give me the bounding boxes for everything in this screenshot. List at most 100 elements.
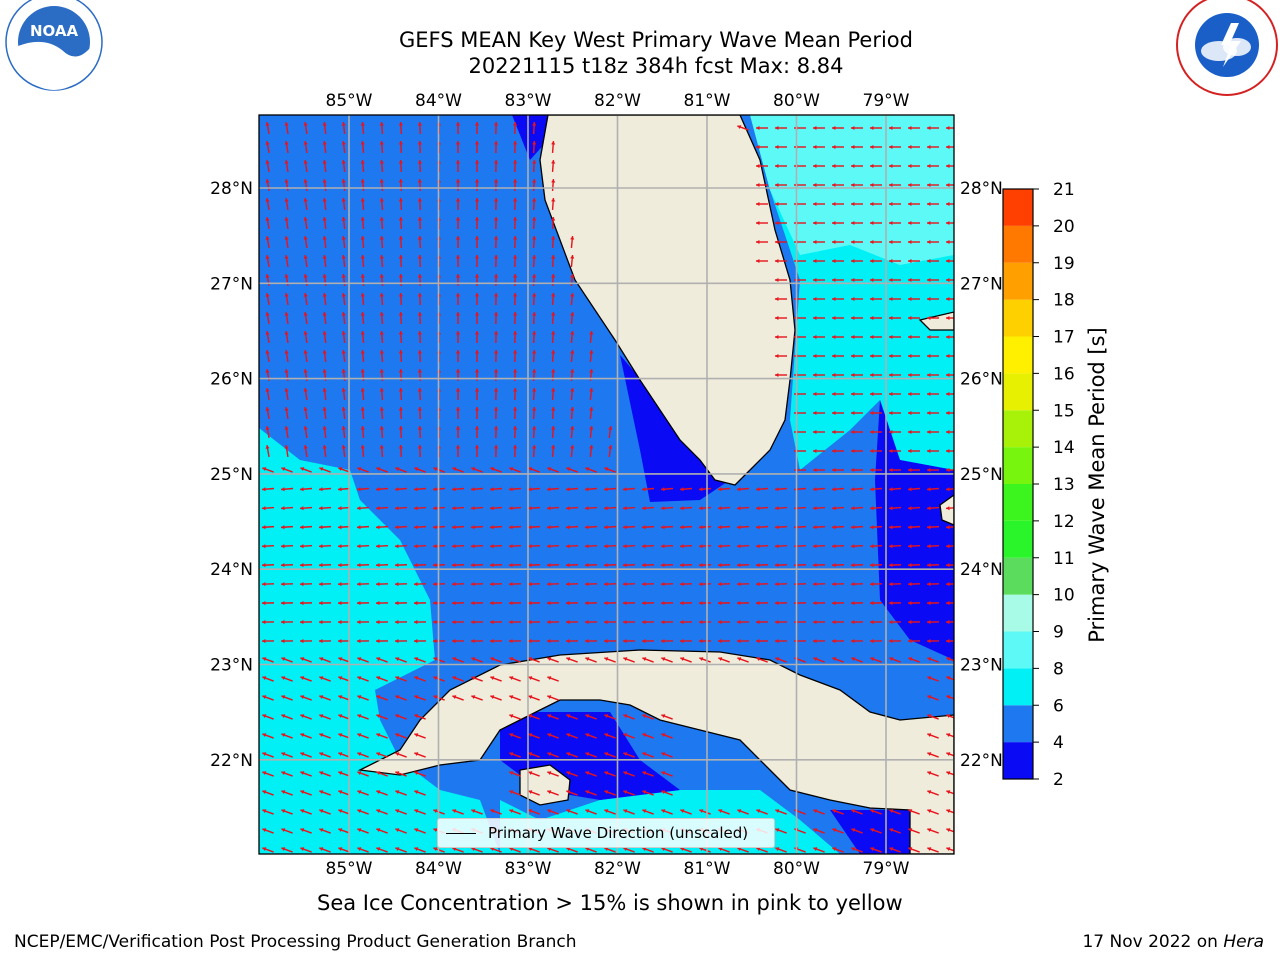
wave-arrow	[851, 410, 863, 416]
wave-arrow	[395, 771, 407, 777]
wave-arrow	[265, 216, 270, 230]
wave-arrow	[318, 487, 332, 492]
wave-arrow	[603, 544, 617, 549]
wave-arrow	[509, 657, 521, 663]
wave-arrow	[869, 544, 883, 549]
wave-arrow	[813, 391, 825, 397]
wave-arrow	[508, 487, 522, 492]
wave-arrow	[265, 235, 270, 249]
lat-tick-left: 26°N	[210, 370, 253, 390]
wave-arrow	[565, 563, 579, 568]
wave-arrow	[585, 733, 597, 739]
wave-arrow	[509, 847, 521, 853]
wave-arrow	[281, 676, 293, 682]
wave-arrow	[927, 828, 939, 834]
wave-arrow	[641, 600, 655, 606]
wave-arrow	[850, 506, 864, 511]
lon-ticks-top: 85°W 84°W 83°W 82°W 81°W 80°W 79°W	[326, 91, 910, 111]
wave-arrow	[338, 828, 350, 834]
colorbar-segment	[1003, 410, 1033, 448]
wave-arrow	[908, 429, 920, 435]
colorbar-segment	[1003, 520, 1033, 558]
wave-arrow	[641, 525, 655, 530]
wave-arrow	[679, 638, 693, 644]
wave-arrow	[584, 638, 598, 644]
wave-arrow	[337, 582, 351, 587]
wave-arrow	[679, 544, 693, 549]
wave-arrow	[280, 544, 294, 549]
wave-arrow	[262, 657, 274, 663]
wave-arrow	[850, 582, 864, 587]
wave-arrow	[584, 582, 598, 587]
map-title: GEFS MEAN Key West Primary Wave Mean Per…	[399, 28, 913, 52]
wave-arrow	[870, 220, 882, 226]
wave-arrow	[926, 525, 940, 530]
wave-arrow	[945, 544, 954, 549]
wave-arrow	[927, 790, 939, 796]
wave-arrow	[870, 391, 882, 397]
wave-arrow	[888, 638, 902, 644]
wave-arrow	[417, 178, 422, 192]
wave-arrow	[265, 140, 270, 154]
wave-arrow	[398, 178, 403, 192]
wave-arrow	[717, 506, 731, 511]
wave-arrow	[850, 563, 864, 568]
wave-arrow	[262, 733, 274, 739]
wave-arrow	[756, 182, 768, 188]
wave-arrow	[261, 544, 275, 549]
wave-arrow	[927, 657, 939, 663]
wave-arrow	[494, 159, 499, 173]
wave-arrow	[813, 467, 825, 473]
wave-arrow	[513, 349, 518, 363]
wave-arrow	[945, 600, 954, 606]
colorbar-segment	[1003, 189, 1033, 226]
wave-arrow	[813, 277, 825, 283]
wave-arrow	[494, 387, 499, 401]
wave-arrow	[927, 809, 939, 815]
colorbar-tick-label: 8	[1053, 659, 1064, 679]
colorbar-tick-label: 14	[1053, 438, 1075, 458]
wave-arrow	[455, 140, 461, 154]
wave-arrow	[322, 197, 327, 211]
wave-arrow	[755, 582, 769, 587]
wave-arrow	[736, 544, 750, 549]
wave-arrow	[360, 140, 365, 154]
wave-arrow	[417, 349, 422, 363]
wave-arrow	[927, 334, 939, 340]
wave-arrow	[452, 676, 464, 682]
wave-arrow	[394, 487, 408, 492]
wave-arrow	[946, 163, 954, 169]
wave-arrow	[532, 121, 537, 135]
wave-arrow	[927, 125, 939, 131]
wave-arrow	[888, 525, 902, 530]
wave-arrow	[945, 487, 954, 492]
wave-arrow	[679, 600, 693, 606]
wave-arrow	[280, 582, 294, 587]
wave-arrow	[889, 201, 901, 207]
wave-arrow	[360, 254, 365, 268]
wave-arrow	[661, 752, 673, 758]
wave-arrow	[850, 525, 864, 530]
wave-arrow	[755, 525, 769, 530]
wave-arrow	[527, 487, 541, 492]
wave-arrow	[679, 487, 693, 492]
wave-arrow	[566, 752, 578, 758]
wave-arrow	[832, 182, 844, 188]
wave-arrow	[851, 334, 863, 340]
wave-arrow	[851, 391, 863, 397]
wave-arrow	[775, 201, 787, 207]
wave-arrow	[851, 467, 863, 473]
wave-arrow	[319, 714, 331, 720]
wave-arrow	[280, 487, 294, 492]
wave-arrow	[303, 159, 308, 173]
wave-arrow	[337, 506, 351, 511]
wave-arrow	[589, 425, 594, 439]
wave-arrow	[281, 809, 293, 815]
colorbar-tick-label: 15	[1053, 401, 1075, 421]
wave-arrow	[360, 292, 365, 306]
wave-arrow	[660, 544, 674, 549]
wave-arrow	[319, 733, 331, 739]
wave-arrow	[908, 296, 920, 302]
wave-arrow	[379, 140, 384, 154]
ice-note: Sea Ice Concentration > 15% is shown in …	[317, 891, 903, 915]
